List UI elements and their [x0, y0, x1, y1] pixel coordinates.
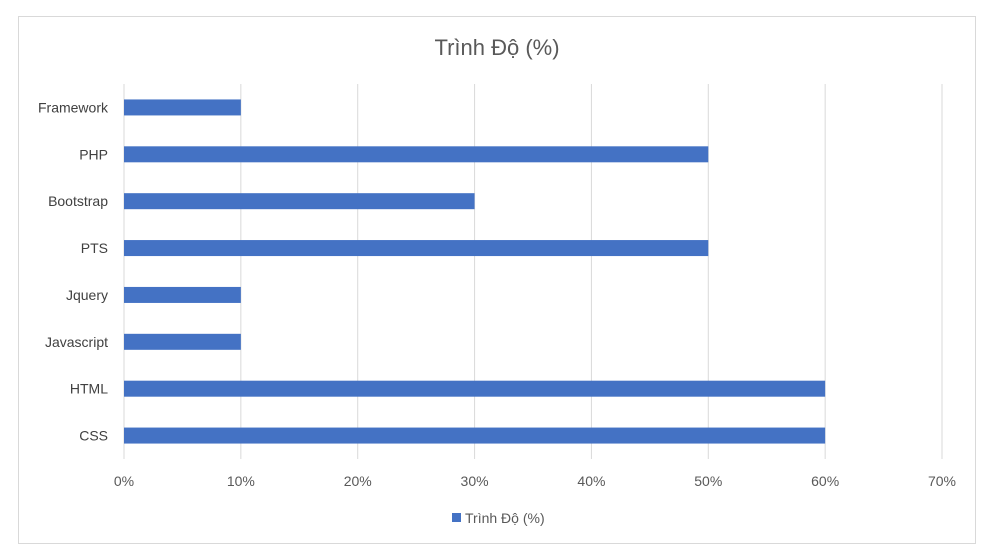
category-label: HTML: [70, 381, 108, 397]
bar: [124, 193, 475, 210]
bar: [124, 380, 826, 397]
x-tick-label: 0%: [114, 473, 134, 489]
x-tick-label: 30%: [461, 473, 489, 489]
legend: Trình Độ (%): [452, 510, 545, 526]
bar: [124, 146, 709, 163]
bars: [124, 99, 826, 444]
bar: [124, 286, 241, 303]
category-label: Jquery: [66, 287, 108, 303]
bar: [124, 427, 826, 444]
x-tick-label: 40%: [577, 473, 605, 489]
legend-label: Trình Độ (%): [465, 510, 545, 526]
x-tick-label: 60%: [811, 473, 839, 489]
legend-swatch: [452, 513, 461, 522]
category-label: CSS: [79, 428, 108, 444]
chart-title: Trình Độ (%): [434, 35, 559, 60]
bar: [124, 333, 241, 350]
category-label: PHP: [79, 146, 108, 162]
category-label: Framework: [38, 99, 109, 115]
gridlines: [123, 84, 943, 459]
x-tick-label: 70%: [928, 473, 956, 489]
bar: [124, 99, 241, 116]
x-tick-label: 20%: [344, 473, 372, 489]
bar: [124, 240, 709, 257]
category-label: Javascript: [45, 334, 108, 350]
x-tick-label: 50%: [694, 473, 722, 489]
x-tick-label: 10%: [227, 473, 255, 489]
x-tick-labels: 0% 10% 20% 30% 40% 50% 60% 70%: [114, 473, 956, 489]
category-labels: CSS HTML Javascript Jquery PTS Bootstrap PHP Fr…: [38, 99, 109, 443]
category-label: PTS: [81, 240, 108, 256]
category-label: Bootstrap: [48, 193, 108, 209]
